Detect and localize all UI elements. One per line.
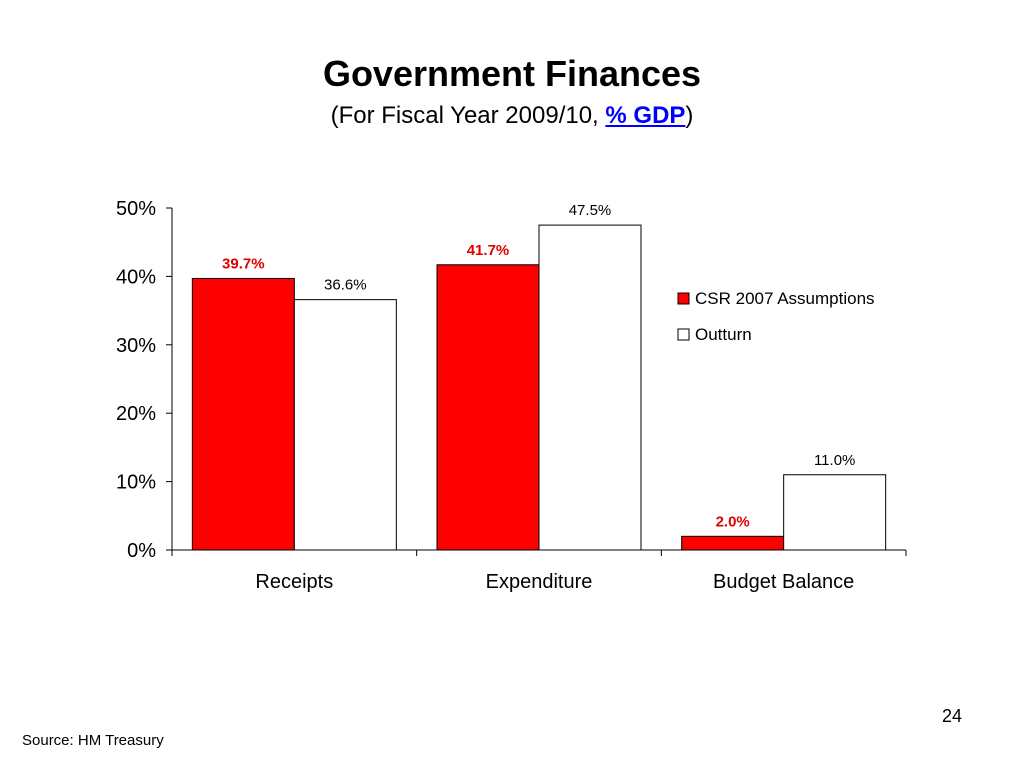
x-tick-label: Receipts — [255, 571, 333, 593]
slide-subtitle: (For Fiscal Year 2009/10, % GDP) — [0, 100, 1024, 132]
data-label: 41.7% — [467, 242, 510, 259]
gdp-link[interactable]: % GDP — [605, 102, 686, 129]
subtitle-suffix: ) — [685, 102, 694, 129]
data-label: 36.6% — [324, 277, 367, 294]
legend-label: CSR 2007 Assumptions — [695, 289, 875, 308]
source-note: Source: HM Treasury — [22, 732, 164, 749]
y-tick-label: 40% — [116, 266, 156, 288]
page-number: 24 — [941, 706, 962, 726]
y-tick-label: 0% — [127, 540, 156, 562]
data-label: 11.0% — [814, 452, 855, 469]
bar-csr — [436, 264, 540, 551]
bar-outturn — [293, 299, 397, 551]
y-tick-label: 20% — [116, 403, 156, 425]
bar-csr — [191, 277, 295, 551]
y-tick-label: 30% — [116, 335, 156, 357]
subtitle-prefix: (For Fiscal Year 2009/10, — [330, 102, 606, 129]
bar-csr — [681, 535, 785, 551]
legend-swatch — [677, 328, 690, 341]
data-label: 39.7% — [222, 255, 265, 272]
x-tick-label: Budget Balance — [713, 571, 854, 593]
slide-title: Government Finances — [322, 53, 702, 94]
y-tick-label: 50% — [116, 198, 156, 220]
bar-outturn — [538, 224, 642, 551]
legend-swatch — [677, 292, 690, 305]
data-label: 2.0% — [716, 513, 750, 530]
bar-outturn — [783, 474, 887, 551]
x-tick-label: Expenditure — [486, 571, 593, 593]
data-label: 47.5% — [569, 202, 612, 219]
y-tick-label: 10% — [116, 472, 156, 494]
legend-label: Outturn — [695, 325, 752, 344]
